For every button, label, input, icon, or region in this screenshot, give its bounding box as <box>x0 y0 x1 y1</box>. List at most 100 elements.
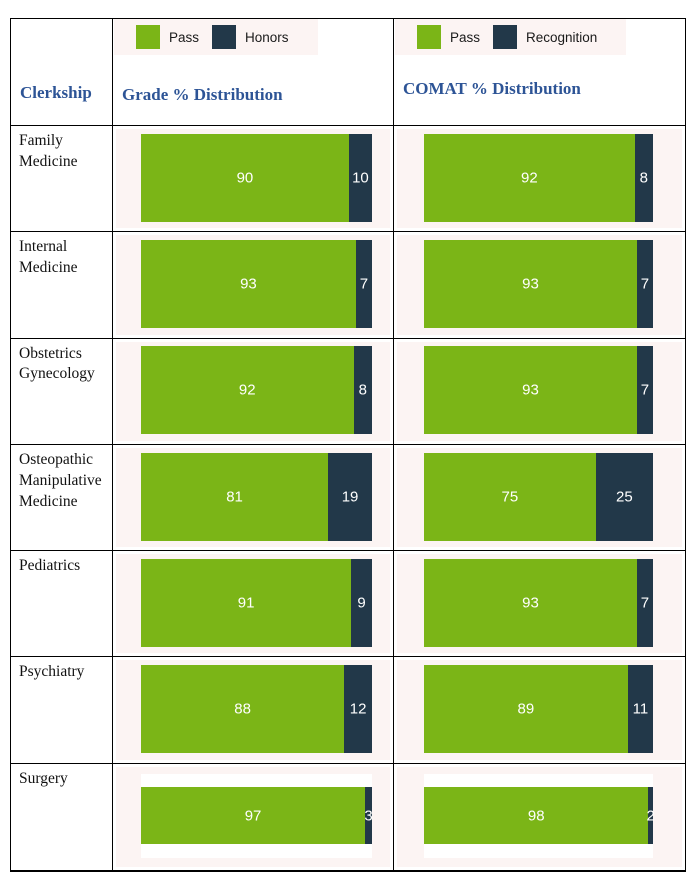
pass-segment: 93 <box>424 346 637 435</box>
comat-legend: Pass Recognition <box>395 19 627 55</box>
plot-area: 90 10 <box>141 133 372 222</box>
pass-value: 93 <box>522 381 539 399</box>
recognition-value: 7 <box>640 381 650 399</box>
pass-segment: 93 <box>141 239 356 328</box>
honors-value: 19 <box>341 488 359 505</box>
pass-segment: 81 <box>141 452 329 541</box>
recognition-segment: 7 <box>636 346 653 435</box>
comat-chart: 89 11 <box>397 660 682 760</box>
honors-value: 12 <box>349 700 367 718</box>
honors-segment: 7 <box>355 239 372 328</box>
pass-value: 88 <box>234 700 251 718</box>
clerkship-name: Family Medicine <box>19 132 78 170</box>
pass-segment: 92 <box>424 133 635 222</box>
honors-segment: 9 <box>351 558 372 647</box>
clerkship-cell: Internal Medicine <box>11 232 113 339</box>
pass-segment: 97 <box>141 787 366 845</box>
grade-chart: 97 3 <box>116 766 390 867</box>
grade-chart-cell: 91 9 <box>113 551 394 658</box>
plot-area: 93 7 <box>141 239 372 328</box>
recognition-segment: 25 <box>595 452 653 541</box>
honors-segment: 19 <box>328 452 372 541</box>
recognition-value: 7 <box>640 594 650 612</box>
grade-chart-cell: 92 8 <box>113 338 394 445</box>
comat-header-cell: Pass Recognition COMAT % Distribution <box>394 19 685 126</box>
clerkship-cell: Family Medicine <box>11 126 113 233</box>
clerkship-cell: Pediatrics <box>11 551 113 658</box>
grade-chart: 81 19 <box>116 447 390 548</box>
pass-swatch-icon <box>136 25 160 49</box>
grade-stacked-bar: 93 7 <box>141 239 372 328</box>
pass-segment: 93 <box>424 558 637 647</box>
honors-segment: 3 <box>364 787 373 845</box>
grade-chart: 91 9 <box>116 554 390 654</box>
grade-legend: Pass Honors <box>114 19 318 55</box>
comat-chart: 93 7 <box>397 341 682 441</box>
pass-swatch-icon <box>417 25 441 49</box>
plot-area: 92 8 <box>141 346 372 435</box>
plot-area: 93 7 <box>424 239 653 328</box>
honors-legend-label: Honors <box>245 29 289 45</box>
plot-area: 97 3 <box>141 773 373 858</box>
comat-stacked-bar: 98 2 <box>424 787 655 845</box>
clerkship-name: Pediatrics <box>19 557 81 575</box>
clerkship-header: Clerkship <box>20 83 92 102</box>
recognition-value: 11 <box>632 700 649 718</box>
pass-value: 97 <box>244 807 262 825</box>
recognition-value: 2 <box>646 807 655 825</box>
honors-segment: 10 <box>348 133 372 222</box>
clerkship-cell: Obstetrics Gynecology <box>11 338 113 445</box>
grade-chart: 90 10 <box>116 129 390 229</box>
recognition-segment: 11 <box>627 665 653 754</box>
comat-column-title: COMAT % Distribution <box>403 79 581 98</box>
grade-stacked-bar: 90 10 <box>141 133 372 222</box>
plot-area: 93 7 <box>424 346 653 435</box>
pass-value: 89 <box>517 700 535 718</box>
comat-stacked-bar: 89 11 <box>424 665 653 754</box>
grade-stacked-bar: 97 3 <box>141 787 373 845</box>
pass-value: 81 <box>226 488 243 505</box>
pass-value: 93 <box>522 275 539 293</box>
grade-chart-cell: 81 19 <box>113 444 394 552</box>
grade-chart-cell: 90 10 <box>113 126 394 233</box>
pass-segment: 90 <box>141 133 349 222</box>
comat-chart: 92 8 <box>397 129 682 229</box>
plot-area: 91 9 <box>141 558 372 647</box>
pass-legend-label: Pass <box>450 29 481 45</box>
comat-chart-cell: 89 11 <box>394 657 685 764</box>
honors-swatch-icon <box>212 25 237 49</box>
clerkship-name: Surgery <box>19 769 68 787</box>
recognition-legend-label: Recognition <box>526 29 598 45</box>
pass-value: 98 <box>527 807 545 825</box>
plot-area: 98 2 <box>424 773 655 858</box>
clerkship-name: Psychiatry <box>19 663 85 681</box>
grade-chart-cell: 88 12 <box>113 657 394 764</box>
clerkship-cell: Surgery <box>11 763 113 870</box>
clerkship-cell: Osteopathic Manipulative Medicine <box>11 444 113 552</box>
comat-stacked-bar: 93 7 <box>424 346 653 435</box>
comat-chart: 93 7 <box>397 554 682 654</box>
plot-area: 88 12 <box>141 665 372 754</box>
grade-stacked-bar: 81 19 <box>141 452 372 541</box>
comat-chart: 98 2 <box>397 766 682 867</box>
pass-value: 92 <box>238 381 256 399</box>
comat-chart-cell: 92 8 <box>394 126 685 233</box>
pass-segment: 88 <box>141 665 345 754</box>
clerkship-name: Obstetrics Gynecology <box>19 344 95 383</box>
plot-area: 93 7 <box>424 558 653 647</box>
grade-column-title: Grade % Distribution <box>122 85 283 104</box>
recognition-swatch-icon <box>493 25 518 49</box>
pass-value: 93 <box>522 594 539 612</box>
recognition-value: 7 <box>640 275 650 293</box>
comat-stacked-bar: 75 25 <box>424 452 653 541</box>
pass-segment: 75 <box>424 452 596 541</box>
pass-legend-label: Pass <box>169 29 200 45</box>
pass-segment: 93 <box>424 239 637 328</box>
plot-area: 89 11 <box>424 665 653 754</box>
comat-chart-cell: 93 7 <box>394 232 685 339</box>
pass-segment: 89 <box>424 665 628 754</box>
honors-value: 9 <box>357 594 366 612</box>
grade-chart: 93 7 <box>116 235 390 335</box>
pass-value: 93 <box>240 275 257 293</box>
